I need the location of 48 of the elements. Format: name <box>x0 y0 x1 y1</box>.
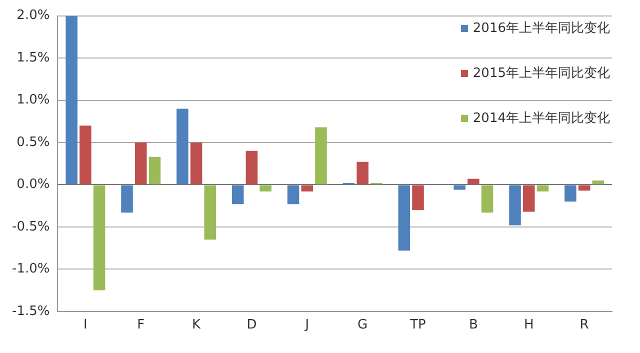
y-tick-label: -0.5% <box>12 219 50 234</box>
bar <box>315 127 327 184</box>
bar <box>454 185 466 190</box>
x-tick-label: TP <box>409 318 426 333</box>
x-tick-label: I <box>84 318 88 333</box>
bar <box>93 185 106 290</box>
bar <box>468 178 480 184</box>
x-tick-label: G <box>358 318 368 333</box>
bar <box>564 185 576 202</box>
x-tick-label: R <box>580 318 589 333</box>
bar <box>356 162 368 184</box>
bar <box>134 142 147 184</box>
y-tick-label: -1.0% <box>12 262 50 277</box>
bar <box>412 185 424 210</box>
bar <box>536 185 549 192</box>
y-tick-label: 1.0% <box>16 92 50 108</box>
bar <box>301 185 314 192</box>
x-tick-label: F <box>137 318 145 333</box>
x-tick-label: K <box>192 318 202 333</box>
bar <box>481 185 494 213</box>
bar <box>190 142 202 184</box>
bar <box>232 185 244 204</box>
bar <box>398 185 410 251</box>
legend-label: 2015年上半年同比变化 <box>472 65 610 82</box>
x-tick-label: B <box>468 318 478 333</box>
legend-label: 2014年上半年同比变化 <box>472 110 610 127</box>
bar <box>176 108 188 184</box>
bar <box>148 156 161 184</box>
bar <box>578 185 590 191</box>
y-tick-label: 0.0% <box>16 177 50 192</box>
x-tick-label: D <box>246 318 257 333</box>
y-tick-label: -1.5% <box>12 304 50 319</box>
bar <box>121 185 133 213</box>
y-tick-label: 1.5% <box>16 50 50 66</box>
x-tick-label: H <box>524 318 534 333</box>
bar <box>66 16 78 184</box>
bar <box>522 185 535 212</box>
y-tick-label: 2.0% <box>16 8 50 24</box>
y-tick-label: 0.5% <box>16 134 50 150</box>
bar <box>80 126 92 184</box>
bar <box>287 185 300 204</box>
x-tick-label: J <box>304 318 310 333</box>
legend-label: 2016年上半年同比变化 <box>472 20 610 37</box>
bar <box>204 185 216 240</box>
bar <box>592 180 604 184</box>
bar <box>260 185 272 192</box>
bar <box>509 185 521 226</box>
bar <box>246 150 258 184</box>
